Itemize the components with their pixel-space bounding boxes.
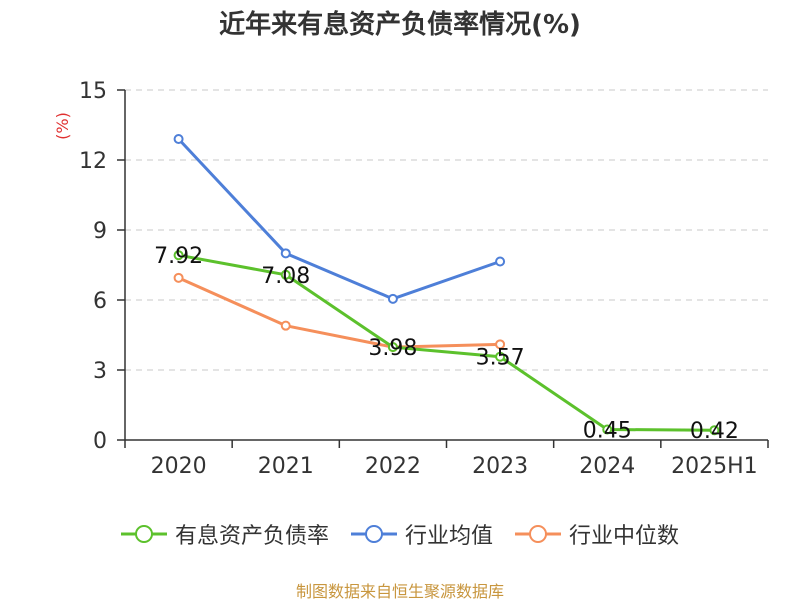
- y-tick-label: 9: [93, 219, 107, 244]
- legend-label-industry-median: 行业中位数: [569, 524, 680, 549]
- data-point: [280, 248, 291, 259]
- x-tick-label: 2024: [579, 454, 635, 479]
- data-point: [495, 256, 506, 267]
- x-tick-label: 2023: [472, 454, 528, 479]
- x-tick-label: 2022: [365, 454, 421, 479]
- y-tick-label: 3: [93, 359, 107, 384]
- data-label: 3.98: [368, 336, 417, 361]
- legend-item-industry-mean[interactable]: 行业均值: [350, 518, 493, 550]
- series-line: [177, 137, 501, 301]
- y-tick-label: 12: [79, 149, 107, 174]
- legend-label-debt-ratio: 有息资产负债率: [174, 524, 329, 549]
- data-source-note: 制图数据来自恒生聚源数据库: [295, 582, 504, 601]
- x-tick-label: 2021: [258, 454, 314, 479]
- data-point: [173, 134, 184, 144]
- legend-swatch-industry-mean: [350, 525, 397, 543]
- data-point: [280, 320, 291, 331]
- series-line: [177, 276, 501, 349]
- y-tick-label: 6: [93, 289, 107, 314]
- data-label: 7.08: [261, 264, 310, 289]
- data-point: [495, 351, 506, 362]
- y-tick-label: 15: [79, 79, 107, 104]
- x-tick-label: 2020: [151, 454, 207, 479]
- chart-title: 近年来有息资产负债率情况(%): [219, 10, 581, 40]
- data-point: [387, 342, 398, 353]
- data-point: [602, 424, 613, 435]
- legend-swatch-debt-ratio: [120, 525, 167, 543]
- data-point: [495, 339, 506, 350]
- data-label: 0.42: [690, 419, 739, 444]
- chart-legend: 有息资产负债率 行业均值 行业中位数: [0, 518, 800, 550]
- data-label: 3.57: [476, 346, 525, 371]
- data-point: [173, 272, 184, 283]
- data-label: 0.45: [583, 419, 632, 444]
- data-point: [280, 269, 291, 280]
- data-point: [387, 293, 398, 304]
- legend-item-debt-ratio[interactable]: 有息资产负债率: [120, 518, 329, 550]
- legend-label-industry-mean: 行业均值: [404, 524, 493, 549]
- y-tick-label: 0: [93, 429, 107, 454]
- x-tick-label: 2025H1: [671, 454, 758, 479]
- legend-swatch-industry-median: [515, 525, 561, 543]
- data-label: 7.92: [154, 244, 203, 269]
- data-point: [709, 425, 720, 436]
- data-point: [173, 250, 184, 261]
- y-axis-label: (%): [53, 112, 72, 140]
- legend-item-industry-median[interactable]: 行业中位数: [515, 518, 679, 550]
- series-line: [178, 253, 715, 432]
